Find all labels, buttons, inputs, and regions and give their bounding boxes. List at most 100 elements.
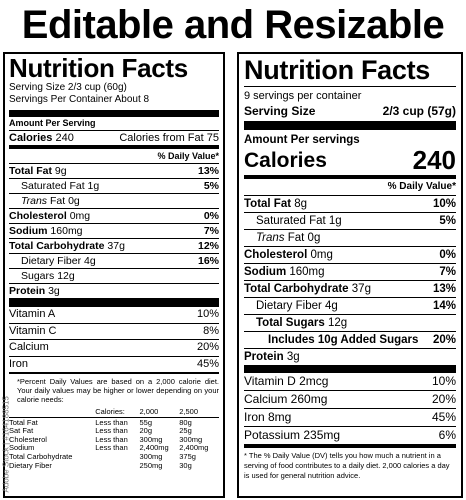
nutrient-row: Sugars 12g bbox=[9, 268, 219, 283]
nutrient-rows: Total Fat 8g 10% Saturated Fat 1g 5% Trans F… bbox=[244, 195, 456, 365]
vitamin-name: Calcium bbox=[9, 341, 49, 353]
nutrient-amount: 3g bbox=[48, 285, 60, 297]
vitamin-daily-value: 8% bbox=[203, 324, 219, 337]
dv-table-cell: Total Carbohydrate bbox=[9, 451, 73, 461]
dv-table-cell: 30g bbox=[179, 460, 192, 470]
nutrient-name: Total Carbohydrate bbox=[244, 283, 349, 295]
nutrient-daily-value: 5% bbox=[203, 180, 219, 192]
nutrient-name: Cholesterol bbox=[9, 210, 67, 222]
dv-table-cell: 250mg bbox=[139, 460, 163, 470]
nutrient-name: Cholesterol bbox=[244, 249, 308, 261]
nutrient-amount: 37g bbox=[107, 240, 125, 252]
nutrient-amount: 12g bbox=[328, 317, 348, 329]
nutrient-amount: 1g bbox=[87, 180, 100, 192]
nutrient-amount: 0mg bbox=[310, 249, 333, 261]
amount-per-serving: Amount Per servings bbox=[244, 134, 360, 146]
nutrient-row: Cholesterol 0mg 0% bbox=[9, 208, 219, 223]
vitamin-row: Calcium 260mg 20% bbox=[244, 390, 456, 408]
amount-per-serving: Amount Per Serving bbox=[9, 118, 96, 128]
nutrient-name: Sodium bbox=[244, 266, 287, 278]
dv-table-cell: 55g bbox=[139, 417, 153, 427]
nutrient-daily-value: 12% bbox=[197, 240, 219, 252]
vitamin-daily-value: 45% bbox=[431, 410, 456, 424]
dv-table-cell: Dietary Fiber bbox=[9, 460, 52, 470]
vitamin-row: Vitamin D 2mcg 10% bbox=[244, 373, 456, 390]
dv-table-cell: Less than bbox=[95, 417, 128, 427]
vitamin-rows: Vitamin A 10% Vitamin C 8% Calcium 20% Iron 45% bbox=[9, 307, 219, 372]
dv-table-cell: 80g bbox=[179, 417, 192, 427]
nutrient-name: Includes 10g Added Sugars bbox=[268, 334, 419, 346]
nutrient-rows: Total Fat 9g 13% Saturated Fat 1g 5% Trans F… bbox=[9, 163, 219, 298]
vitamin-name: Vitamin D 2mcg bbox=[244, 374, 329, 388]
dv-table-cell: Sat Fat bbox=[9, 426, 34, 436]
nutrient-name: Saturated Fat bbox=[256, 215, 326, 227]
calories-label: Calories bbox=[244, 149, 327, 172]
dv-table-row: Sat Fat Less than 20g 25g bbox=[9, 427, 219, 436]
nutrient-daily-value: 5% bbox=[439, 215, 456, 227]
nutrient-name: Saturated Fat bbox=[21, 180, 85, 192]
nutrient-row: Total Fat 9g 13% bbox=[9, 163, 219, 178]
dv-table-cell: Sodium bbox=[9, 443, 35, 453]
vitamin-rows: Vitamin D 2mcg 10% Calcium 260mg 20% Iron 8m… bbox=[244, 373, 456, 444]
calories-value: 240 bbox=[55, 132, 74, 144]
divider bbox=[244, 86, 456, 87]
nutrient-row: Dietary Fiber 4g 16% bbox=[9, 253, 219, 268]
calories-from-fat: Calories from Fat 75 bbox=[119, 132, 219, 144]
dv-table-row: Total Carbohydrate 300mg 375g bbox=[9, 451, 219, 462]
nutrition-label-new: Nutrition Facts 9 servings per container… bbox=[237, 52, 463, 498]
nutrient-amount: 12g bbox=[57, 270, 75, 282]
dv-table-row: Sodium Less than 2,400mg 2,400mg bbox=[9, 444, 219, 453]
stock-watermark: Adobe Stock | #164188515 bbox=[1, 396, 11, 493]
nutrient-row: Total Carbohydrate 37g 13% bbox=[244, 280, 456, 297]
dv-table-header-cell: 2,000 bbox=[139, 407, 159, 416]
nutrient-amount: 1g bbox=[328, 215, 342, 227]
nutrient-name: Sodium bbox=[9, 225, 48, 237]
nutrient-name: Trans bbox=[256, 232, 285, 244]
vitamin-row: Iron 8mg 45% bbox=[244, 408, 456, 426]
vitamin-name: Vitamin A bbox=[9, 308, 56, 320]
dv-table-cell: Cholesterol bbox=[9, 434, 47, 444]
servings-per-container: 9 servings per container bbox=[244, 90, 362, 102]
divider-thick bbox=[244, 121, 456, 130]
dv-table-cell: Less than bbox=[95, 426, 128, 436]
footnote: * The % Daily Value (DV) tells you how m… bbox=[244, 451, 450, 480]
nutrient-amount: 37g bbox=[351, 283, 371, 295]
dv-table-row: Dietary Fiber 250mg 30g bbox=[9, 460, 219, 471]
nutrient-amount: 4g bbox=[84, 255, 96, 267]
nutrient-daily-value: 14% bbox=[432, 300, 456, 312]
serving-size: Serving Size 2/3 cup (60g) bbox=[9, 82, 127, 93]
vitamin-daily-value: 10% bbox=[431, 374, 456, 388]
nutrient-daily-value: 7% bbox=[439, 266, 456, 278]
nutrient-amount: 9g bbox=[54, 165, 67, 177]
label-title: Nutrition Facts bbox=[244, 55, 431, 85]
nutrient-row: Saturated Fat 1g 5% bbox=[244, 212, 456, 229]
nutrient-amount: 3g bbox=[286, 351, 300, 363]
nutrient-row: Sodium 160mg 7% bbox=[9, 223, 219, 238]
vitamin-daily-value: 6% bbox=[438, 428, 456, 442]
nutrient-amount: 8g bbox=[294, 198, 308, 210]
dv-table-cell bbox=[95, 462, 139, 471]
dv-table-header-cell: 2,500 bbox=[179, 407, 199, 416]
nutrient-row: Total Sugars 12g bbox=[244, 314, 456, 331]
dv-table-divider bbox=[9, 416, 219, 419]
nutrient-row: Total Carbohydrate 37g 12% bbox=[9, 238, 219, 253]
nutrient-amount: 160mg bbox=[50, 225, 83, 237]
nutrition-label-classic: Nutrition Facts Serving Size 2/3 cup (60… bbox=[3, 52, 225, 498]
vitamin-daily-value: 20% bbox=[431, 392, 456, 406]
nutrient-row: Trans Fat 0g bbox=[9, 193, 219, 208]
dv-table-cell: Less than bbox=[95, 443, 128, 453]
divider-medium bbox=[244, 175, 456, 179]
nutrient-daily-value: 20% bbox=[432, 334, 456, 346]
vitamin-name: Iron 8mg bbox=[244, 410, 292, 424]
divider-thick bbox=[244, 365, 456, 373]
nutrient-row: Total Fat 8g 10% bbox=[244, 195, 456, 212]
vitamin-name: Vitamin C bbox=[9, 324, 57, 337]
calories-value: 240 bbox=[412, 145, 456, 175]
serving-size-label: Serving Size bbox=[244, 104, 316, 118]
daily-value-table: Calories: 2,000 2,500 Total Fat Less than 55g… bbox=[9, 407, 219, 471]
nutrient-daily-value: 7% bbox=[203, 225, 219, 237]
nutrient-daily-value: 13% bbox=[432, 283, 456, 295]
vitamin-name: Iron bbox=[9, 357, 28, 370]
nutrient-daily-value: 13% bbox=[197, 165, 219, 177]
calories-label: Calories bbox=[9, 132, 53, 144]
